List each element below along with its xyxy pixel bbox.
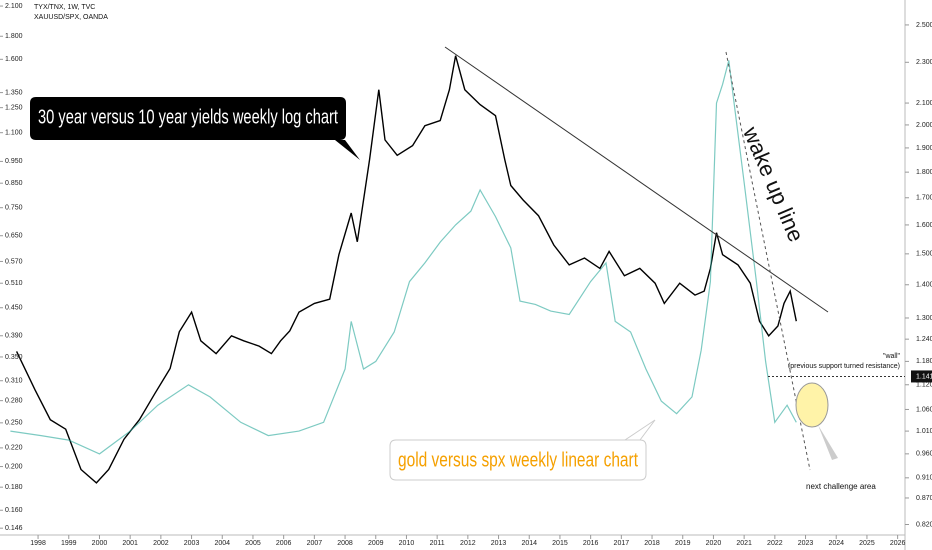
y2-tick-label: 0.870 [916, 495, 932, 502]
annotation: next challenge area [806, 482, 876, 491]
y-tick-label: 0.146 [5, 525, 23, 532]
x-tick-label: 2002 [153, 540, 169, 547]
y2-tick-label: 1.180 [916, 358, 932, 365]
y-tick-label: 0.750 [5, 205, 23, 212]
y-tick-label: 0.570 [5, 258, 23, 265]
x-tick-label: 2008 [337, 540, 353, 547]
x-tick-label: 2018 [644, 540, 660, 547]
trend-line [444, 46, 829, 313]
y-tick-label: 1.800 [5, 33, 23, 40]
y-tick-label: 0.180 [5, 484, 23, 491]
y2-tick-label: 1.700 [916, 195, 932, 202]
y2-tick-label: 1.120 [916, 382, 932, 389]
x-tick-label: 1998 [30, 540, 46, 547]
series-line [10, 60, 797, 455]
x-tick-label: 2003 [184, 540, 200, 547]
x-tick-label: 2023 [798, 540, 814, 547]
y2-tick-label: 1.240 [916, 336, 932, 343]
x-tick-label: 2007 [307, 540, 323, 547]
y-tick-label: 0.220 [5, 445, 23, 452]
x-tick-label: 2015 [552, 540, 568, 547]
y-tick-label: 0.390 [5, 333, 23, 340]
x-tick-label: 2020 [706, 540, 722, 547]
y2-tick-label: 1.060 [916, 406, 932, 413]
y-tick-label: 0.850 [5, 180, 23, 187]
x-tick-label: 2014 [521, 540, 537, 547]
legend-entry: XAUUSD/SPX, OANDA [34, 14, 108, 21]
x-tick-label: 2010 [399, 540, 415, 547]
level-tag [911, 370, 932, 383]
series-line [15, 55, 797, 484]
y-tick-label: 0.160 [5, 507, 23, 514]
x-tick-label: 2016 [583, 540, 599, 547]
y2-tick-label: 0.910 [916, 475, 932, 482]
marks [10, 55, 797, 484]
highlight-circle [795, 382, 829, 428]
annotation: 30 year versus 10 year yields weekly log… [38, 106, 338, 128]
y-tick-label: 0.280 [5, 397, 23, 404]
y2-tick-label: 1.010 [916, 428, 932, 435]
y2-tick-label: 1.300 [916, 315, 932, 322]
y2-tick-label: 2.100 [916, 100, 932, 107]
x-tick-label: 2001 [122, 540, 138, 547]
y-tick-label: 0.200 [5, 463, 23, 470]
x-tick-label: 2005 [245, 540, 261, 547]
y2-tick-label: 1.900 [916, 145, 932, 152]
x-tick-label: 2019 [675, 540, 691, 547]
x-tick-label: 2026 [890, 540, 906, 547]
y-tick-label: 1.100 [5, 130, 23, 137]
x-tick-label: 2022 [767, 540, 783, 547]
x-tick-label: 2012 [460, 540, 476, 547]
y2-tick-label: 1.600 [916, 222, 932, 229]
y2-tick-label: 2.000 [916, 122, 932, 129]
x-tick-label: 2024 [828, 540, 844, 547]
x-tick-label: 1999 [61, 540, 77, 547]
level-label: 1.141 [916, 373, 932, 380]
callout-box [389, 439, 647, 481]
y-tick-label: 1.350 [5, 89, 23, 96]
y-tick-label: 0.310 [5, 378, 23, 385]
y2-tick-label: 2.500 [916, 22, 932, 29]
x-tick-label: 2006 [276, 540, 292, 547]
callout-box [30, 97, 360, 160]
y2-tick-label: 0.820 [916, 521, 932, 528]
y-tick-label: 1.600 [5, 56, 23, 63]
x-tick-label: 2021 [736, 540, 752, 547]
y-tick-label: 0.350 [5, 354, 23, 361]
y-tick-label: 0.510 [5, 280, 23, 287]
y-tick-label: 1.250 [5, 105, 23, 112]
y2-tick-label: 1.800 [916, 169, 932, 176]
x-tick-label: 2009 [368, 540, 384, 547]
y-tick-label: 0.950 [5, 158, 23, 165]
arrow [818, 425, 838, 460]
legend-entry: TYX/TNX, 1W, TVC [34, 4, 95, 11]
annotation: "wall" [883, 353, 901, 360]
x-tick-label: 2000 [92, 540, 108, 547]
y2-tick-label: 1.500 [916, 251, 932, 258]
x-tick-label: 2013 [491, 540, 507, 547]
y2-tick-label: 0.960 [916, 451, 932, 458]
y-tick-label: 0.250 [5, 420, 23, 427]
y-tick-label: 0.650 [5, 233, 23, 240]
annotation: (previous support turned resistance) [788, 363, 900, 370]
x-tick-label: 2025 [859, 540, 875, 547]
y2-tick-label: 2.300 [916, 59, 932, 66]
y2-tick-label: 1.400 [916, 282, 932, 289]
y-tick-label: 0.450 [5, 305, 23, 312]
x-tick-label: 2017 [614, 540, 630, 547]
x-tick-label: 2004 [214, 540, 230, 547]
callout-pointer [623, 419, 656, 441]
x-tick-label: 2011 [430, 540, 445, 547]
annotation: gold versus spx weekly linear chart [398, 449, 638, 471]
y-tick-label: 2.100 [5, 3, 23, 10]
